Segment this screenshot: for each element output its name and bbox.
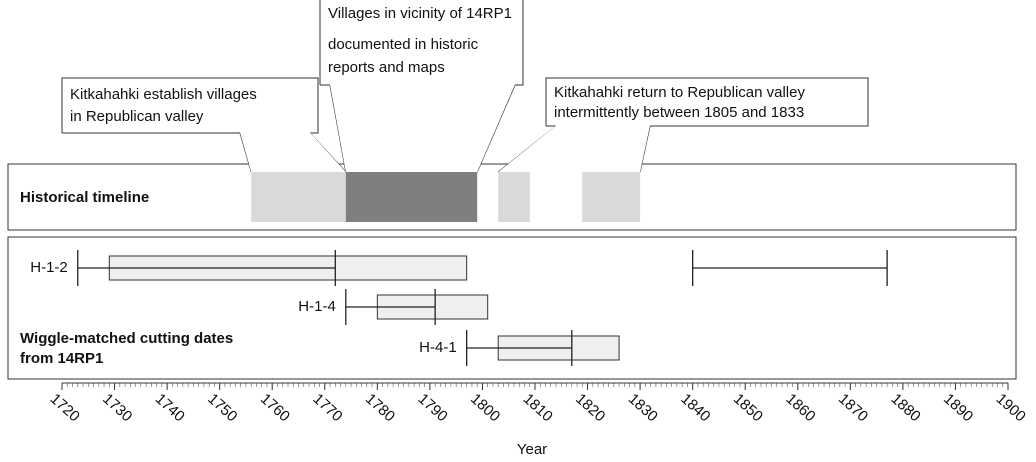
callout-fill: [330, 84, 515, 172]
period-bar: [251, 172, 346, 222]
callout-fill: [240, 132, 346, 172]
annotation-text: documented in historic: [328, 36, 479, 53]
annotation-text: Kitkahahki establish villages: [70, 86, 257, 103]
period-bar: [345, 172, 478, 222]
x-tick-label: 1830: [625, 390, 661, 425]
x-axis-label: Year: [517, 441, 547, 458]
x-tick-label: 1720: [47, 390, 83, 425]
x-tick-label: 1770: [309, 390, 345, 425]
panel-title: Wiggle-matched cutting dates: [20, 330, 233, 347]
annotation-text: in Republican valley: [70, 108, 204, 125]
x-tick-label: 1820: [572, 390, 608, 425]
x-tick-label: 1810: [520, 390, 556, 425]
callout-fill: [498, 125, 650, 172]
x-tick-label: 1850: [730, 390, 766, 425]
x-tick-label: 1900: [993, 390, 1029, 425]
x-tick-label: 1740: [152, 390, 188, 425]
annotation-text: Villages in vicinity of 14RP1: [328, 5, 512, 22]
x-tick-label: 1890: [940, 390, 976, 425]
annotation-text: Kitkahahki return to Republican valley: [554, 84, 805, 101]
x-tick-label: 1880: [888, 390, 924, 425]
annotation-text: intermittently between 1805 and 1833: [554, 104, 804, 121]
panel-title: Historical timeline: [20, 189, 149, 206]
x-tick-label: 1730: [99, 390, 135, 425]
x-tick-label: 1800: [467, 390, 503, 425]
x-tick-label: 1750: [204, 390, 240, 425]
x-tick-label: 1860: [782, 390, 818, 425]
x-tick-label: 1790: [415, 390, 451, 425]
panel-title: from 14RP1: [20, 350, 103, 367]
sample-label: H-1-4: [298, 298, 336, 315]
x-tick-label: 1840: [677, 390, 713, 425]
sample-label: H-4-1: [419, 339, 457, 356]
annotation-text: reports and maps: [328, 59, 445, 76]
x-tick-label: 1870: [835, 390, 871, 425]
period-bar: [582, 172, 641, 222]
x-tick-label: 1760: [257, 390, 293, 425]
x-tick-label: 1780: [362, 390, 398, 425]
sample-label: H-1-2: [30, 259, 68, 276]
callout: [319, 0, 524, 173]
period-bar: [498, 172, 530, 222]
